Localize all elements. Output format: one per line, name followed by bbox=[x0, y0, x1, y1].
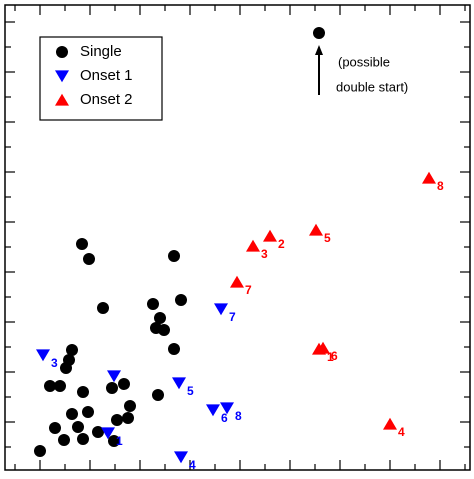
point-label: 4 bbox=[189, 458, 196, 472]
point-label: 1 bbox=[327, 350, 334, 364]
point bbox=[220, 402, 234, 415]
point bbox=[122, 412, 134, 424]
point bbox=[66, 344, 78, 356]
point bbox=[54, 380, 66, 392]
point bbox=[214, 303, 228, 316]
point bbox=[108, 435, 120, 447]
point bbox=[36, 349, 50, 362]
legend-label: Onset 1 bbox=[80, 67, 133, 84]
point bbox=[383, 417, 397, 430]
annotation-text: double start) bbox=[336, 79, 408, 94]
point bbox=[174, 451, 188, 464]
point bbox=[118, 378, 130, 390]
legend-marker bbox=[55, 93, 69, 106]
point bbox=[316, 341, 330, 354]
point bbox=[172, 377, 186, 390]
point-label: 6 bbox=[331, 349, 338, 363]
point-label: 4 bbox=[398, 425, 405, 439]
point bbox=[168, 343, 180, 355]
point bbox=[97, 302, 109, 314]
point bbox=[309, 223, 323, 236]
point bbox=[44, 380, 56, 392]
point-label: 6 bbox=[221, 411, 228, 425]
point bbox=[77, 386, 89, 398]
annotation-text: (possible bbox=[338, 54, 390, 69]
point bbox=[82, 406, 94, 418]
point bbox=[147, 298, 159, 310]
point bbox=[101, 427, 115, 440]
point-label: 7 bbox=[229, 310, 236, 324]
point-label: 5 bbox=[324, 231, 331, 245]
legend-marker bbox=[56, 46, 68, 58]
point-label: 7 bbox=[245, 283, 252, 297]
point bbox=[106, 382, 118, 394]
point-label: 8 bbox=[235, 409, 242, 423]
point bbox=[77, 433, 89, 445]
annotation-arrowhead bbox=[315, 45, 323, 55]
point bbox=[154, 312, 166, 324]
point-label: 3 bbox=[261, 247, 268, 261]
point-label: 2 bbox=[278, 237, 285, 251]
point bbox=[34, 445, 46, 457]
point bbox=[168, 250, 180, 262]
legend-label: Onset 2 bbox=[80, 91, 133, 108]
point bbox=[246, 239, 260, 252]
point bbox=[422, 171, 436, 184]
point bbox=[92, 426, 104, 438]
point bbox=[206, 404, 220, 417]
point bbox=[49, 422, 61, 434]
plot-frame bbox=[4, 4, 471, 471]
point bbox=[58, 434, 70, 446]
legend-label: Single bbox=[80, 43, 122, 60]
point bbox=[263, 229, 277, 242]
point-label: 8 bbox=[437, 179, 444, 193]
point bbox=[72, 421, 84, 433]
point bbox=[111, 414, 123, 426]
point bbox=[158, 324, 170, 336]
point bbox=[230, 275, 244, 288]
point bbox=[66, 408, 78, 420]
point-label: 5 bbox=[187, 384, 194, 398]
annotation-point bbox=[313, 27, 325, 39]
point-label: 3 bbox=[51, 356, 58, 370]
point bbox=[124, 400, 136, 412]
legend-marker bbox=[55, 70, 69, 83]
point bbox=[107, 370, 121, 383]
point bbox=[152, 389, 164, 401]
point bbox=[175, 294, 187, 306]
point bbox=[60, 362, 72, 374]
point bbox=[83, 253, 95, 265]
point-label: 1 bbox=[116, 434, 123, 448]
point bbox=[76, 238, 88, 250]
